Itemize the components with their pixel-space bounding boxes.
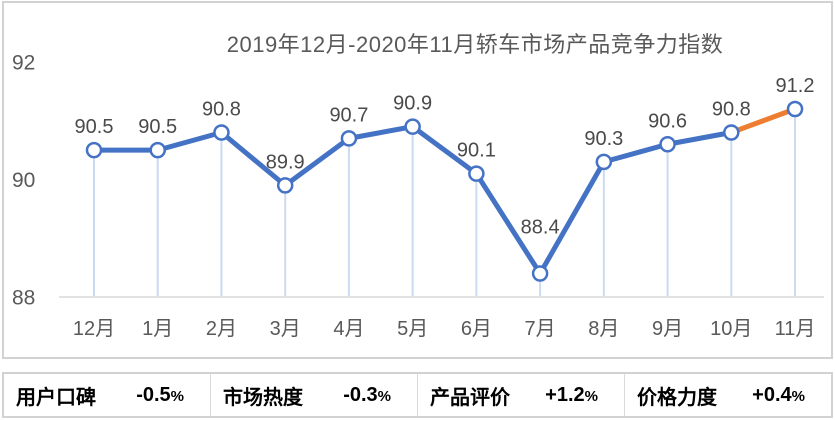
x-tick-label: 11月 — [775, 318, 816, 340]
stat-cell-price-strength: 价格力度 +0.4% — [624, 374, 831, 416]
data-point-label: 91.2 — [776, 75, 815, 97]
percent-unit: % — [584, 387, 598, 405]
percent-unit: % — [170, 387, 184, 405]
data-point-label: 90.1 — [457, 140, 496, 162]
data-point-marker — [531, 265, 549, 282]
stat-label: 市场热度 — [223, 386, 303, 409]
data-point-marker — [595, 153, 613, 171]
x-tick-label: 6月 — [461, 318, 492, 340]
x-tick-label: 2月 — [206, 318, 237, 340]
data-point-marker — [340, 130, 358, 147]
data-point-marker — [786, 100, 804, 118]
x-tick-label: 9月 — [652, 318, 683, 340]
chart-title: 2019年12月-2020年11月轿车市场产品竞争力指数 — [226, 32, 724, 57]
data-point-marker — [149, 141, 166, 159]
x-tick-label: 7月 — [525, 318, 556, 340]
data-point-marker — [85, 141, 103, 159]
data-point-label: 90.6 — [648, 110, 687, 132]
data-point-label: 90.5 — [75, 116, 114, 138]
data-point-label: 90.8 — [202, 99, 241, 121]
stat-cell-product-rating: 产品评价 +1.2% — [417, 374, 624, 416]
stat-label: 价格力度 — [637, 386, 717, 409]
stat-value: -0.5% — [136, 383, 184, 406]
stat-cell-market-heat: 市场热度 -0.3% — [210, 374, 417, 416]
x-tick-label: 3月 — [270, 318, 301, 340]
x-tick-label: 4月 — [333, 318, 364, 340]
data-point-label: 90.7 — [329, 104, 368, 126]
chart-card: 2019年12月-2020年11月轿车市场产品竞争力指数 88 90 92 12月 1月… — [2, 1, 833, 359]
data-point-label: 89.9 — [266, 151, 305, 173]
x-tick-label: 10月 — [710, 318, 752, 340]
stat-value: -0.3% — [343, 383, 391, 406]
stat-cell-user-reputation: 用户口碑 -0.5% — [4, 374, 210, 416]
data-point-marker — [723, 124, 740, 141]
data-point-label: 90.8 — [712, 99, 751, 121]
percent-unit: % — [377, 387, 391, 405]
y-tick-label: 88 — [12, 287, 35, 310]
data-point-marker — [404, 118, 421, 135]
data-point-label: 90.5 — [138, 116, 177, 138]
stat-value: +0.4% — [752, 383, 805, 406]
y-tick-label: 92 — [12, 52, 35, 75]
percent-unit: % — [791, 387, 805, 405]
data-point-marker — [276, 177, 294, 194]
stat-label: 用户口碑 — [16, 386, 96, 409]
competitiveness-line-chart: 88 90 92 12月 1月 2月 3月 4月 5月 6月 7月 8月 9月 10月 11月 90.5 90.… — [12, 52, 824, 340]
data-point-marker — [659, 136, 676, 153]
data-point-marker — [468, 165, 485, 182]
x-tick-label: 1月 — [142, 318, 173, 340]
x-tick-label: 12月 — [73, 318, 115, 340]
x-tick-label: 8月 — [588, 318, 619, 340]
stat-value: +1.2% — [545, 383, 598, 406]
data-point-marker — [213, 124, 230, 141]
data-point-label: 90.3 — [584, 128, 623, 150]
highlight-segment — [728, 106, 798, 135]
x-tick-label: 5月 — [397, 318, 428, 340]
y-tick-label: 90 — [12, 169, 35, 192]
stat-label: 产品评价 — [430, 386, 510, 409]
data-point-label: 88.4 — [521, 217, 560, 239]
stats-bar: 用户口碑 -0.5% 市场热度 -0.3% 产品评价 +1.2% 价格力度 +0… — [2, 372, 833, 418]
data-point-label: 90.9 — [393, 93, 432, 115]
